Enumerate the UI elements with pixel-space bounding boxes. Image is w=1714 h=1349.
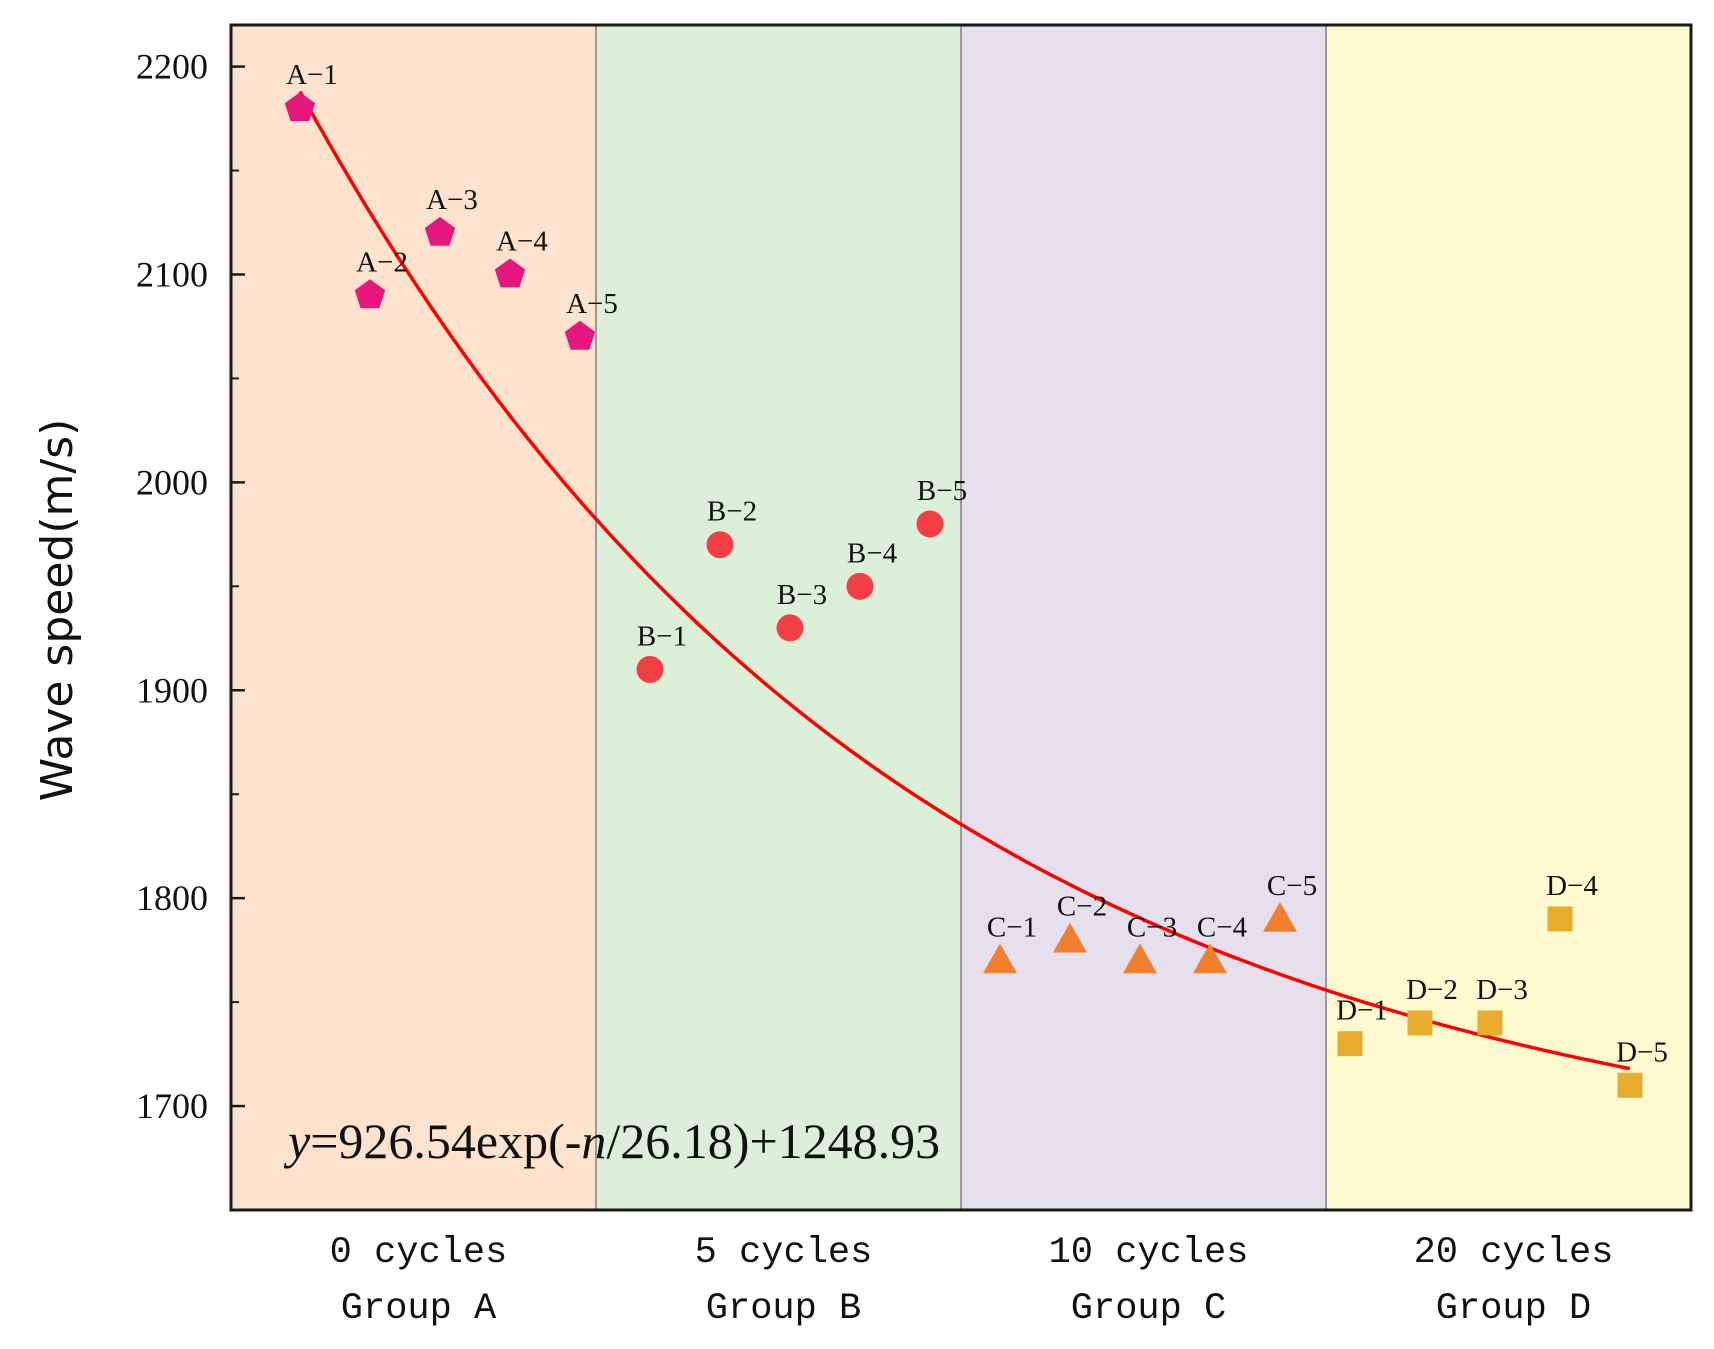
- marker-d-1: [1337, 1031, 1363, 1057]
- marker-a-4: [494, 258, 526, 288]
- y-tick-label: 1800: [136, 878, 208, 918]
- point-label: D−3: [1476, 974, 1528, 1006]
- marker-b-1: [636, 655, 664, 683]
- point-label: A−3: [426, 184, 478, 216]
- point-label: C−5: [1267, 870, 1317, 902]
- y-tick-label: 1900: [136, 670, 208, 710]
- group-labels: 0 cycles Group A 5 cycles Group B 10 cycles G…: [330, 1232, 1614, 1330]
- marker-c-1: [983, 943, 1017, 974]
- group-name-label: Group C: [1071, 1288, 1226, 1330]
- point-label: A−1: [286, 59, 338, 91]
- point-label: C−4: [1197, 912, 1248, 944]
- point-label: A−5: [566, 288, 618, 320]
- marker-a-5: [564, 320, 596, 350]
- group-name-label: Group D: [1436, 1288, 1591, 1330]
- point-label: B−5: [917, 475, 967, 507]
- marker-a-2: [354, 279, 386, 309]
- y-axis: 1700 1800 1900 2000 2100 2200: [136, 47, 245, 1211]
- point-label: D−2: [1406, 974, 1458, 1006]
- equation-n: n: [581, 1113, 606, 1169]
- group-cycles-label: 20 cycles: [1414, 1232, 1614, 1274]
- point-label: D−1: [1336, 995, 1388, 1027]
- marker-c-4: [1193, 943, 1227, 974]
- marker-b-5: [916, 510, 944, 538]
- point-label: A−2: [356, 246, 408, 278]
- equation-y: y: [283, 1113, 311, 1169]
- y-tick-label: 2200: [136, 47, 208, 87]
- marker-b-4: [846, 572, 874, 600]
- point-label: B−1: [637, 620, 687, 652]
- point-label: C−2: [1057, 891, 1107, 923]
- point-label: C−1: [987, 912, 1037, 944]
- marker-c-3: [1123, 943, 1157, 974]
- point-label: C−3: [1127, 912, 1177, 944]
- marker-c-5: [1263, 901, 1297, 932]
- marker-c-2: [1053, 922, 1087, 953]
- y-tick-label: 2000: [136, 462, 208, 502]
- group-cycles-label: 10 cycles: [1049, 1232, 1249, 1274]
- marker-b-2: [706, 531, 734, 559]
- point-label: B−2: [707, 496, 757, 528]
- band-group-c: [961, 25, 1326, 1210]
- point-label: D−4: [1546, 870, 1598, 902]
- equation-tail: /26.18)+1248.93: [606, 1113, 940, 1169]
- marker-a-3: [424, 216, 456, 246]
- band-group-b: [596, 25, 961, 1210]
- group-name-label: Group B: [706, 1288, 861, 1330]
- marker-b-3: [776, 614, 804, 642]
- y-tick-label: 2100: [136, 254, 208, 294]
- marker-d-2: [1407, 1010, 1433, 1036]
- band-group-d: [1326, 25, 1691, 1210]
- point-label: B−3: [777, 579, 827, 611]
- group-cycles-label: 5 cycles: [695, 1232, 873, 1274]
- plot-frame: [229, 23, 1693, 1212]
- group-name-label: Group A: [341, 1288, 497, 1330]
- band-group-a: [231, 25, 596, 1210]
- fit-equation: y=926.54exp(-n/26.18)+1248.93: [283, 1113, 940, 1169]
- point-label: D−5: [1616, 1036, 1668, 1068]
- point-label: B−4: [847, 537, 898, 569]
- marker-a-1: [284, 92, 316, 122]
- group-cycles-label: 0 cycles: [330, 1232, 508, 1274]
- y-tick-label: 1700: [136, 1086, 208, 1126]
- equation-mid: =926.54exp(-: [310, 1113, 581, 1169]
- y-axis-title: Wave speed(m/s): [32, 419, 83, 802]
- data-markers: [284, 92, 1643, 1098]
- marker-d-4: [1547, 906, 1573, 932]
- point-label: A−4: [496, 225, 548, 257]
- group-background-bands: [231, 25, 1691, 1210]
- marker-d-5: [1617, 1072, 1643, 1098]
- point-labels: A−1 A−2 A−3 A−4 A−5 B−1 B−2 B−3 B−4 B−5 C−1 C−2 C−3 C…: [286, 59, 1668, 1068]
- marker-d-3: [1477, 1010, 1503, 1036]
